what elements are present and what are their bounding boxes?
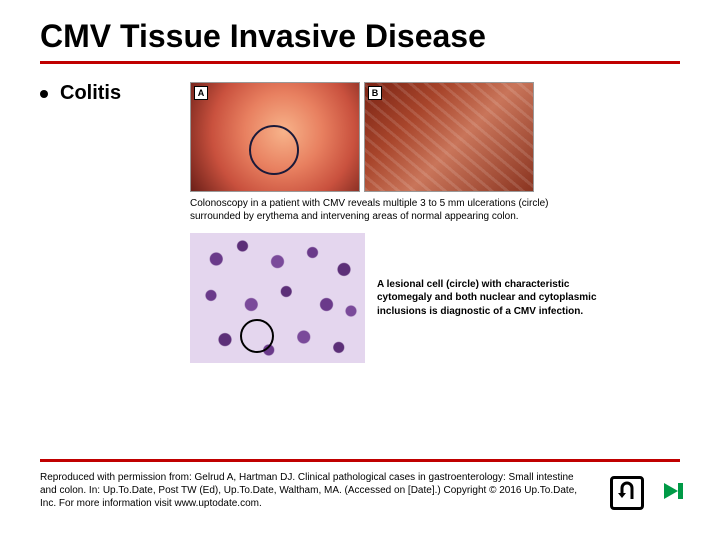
endoscopy-image-b: B — [364, 82, 534, 192]
bullet-dot-icon — [40, 90, 48, 98]
attribution-text: Reproduced with permission from: Gelrud … — [40, 471, 580, 510]
nav-controls — [610, 476, 688, 510]
endoscopy-caption: Colonoscopy in a patient with CMV reveal… — [190, 198, 580, 223]
slide: CMV Tissue Invasive Disease Colitis A B … — [0, 0, 720, 540]
bullet-item: Colitis — [40, 82, 190, 105]
bullet-column: Colitis — [40, 82, 190, 363]
back-button[interactable] — [610, 476, 644, 510]
forward-button[interactable] — [660, 477, 688, 510]
forward-arrow-icon — [660, 477, 688, 505]
body-row: Colitis A B Colonoscopy in a patient wit… — [40, 82, 680, 363]
panel-label-a: A — [194, 86, 208, 100]
u-turn-icon — [615, 481, 639, 505]
bullet-text: Colitis — [60, 82, 121, 105]
histology-caption: A lesional cell (circle) with characteri… — [377, 278, 627, 319]
footer-rule — [40, 459, 680, 462]
histology-image — [190, 233, 365, 363]
histology-figure-row: A lesional cell (circle) with characteri… — [190, 233, 680, 363]
endoscopy-figure-row: A B — [190, 82, 680, 192]
slide-title: CMV Tissue Invasive Disease — [40, 18, 680, 64]
endoscopy-image-a: A — [190, 82, 360, 192]
panel-label-b: B — [368, 86, 382, 100]
figures-column: A B Colonoscopy in a patient with CMV re… — [190, 82, 680, 363]
